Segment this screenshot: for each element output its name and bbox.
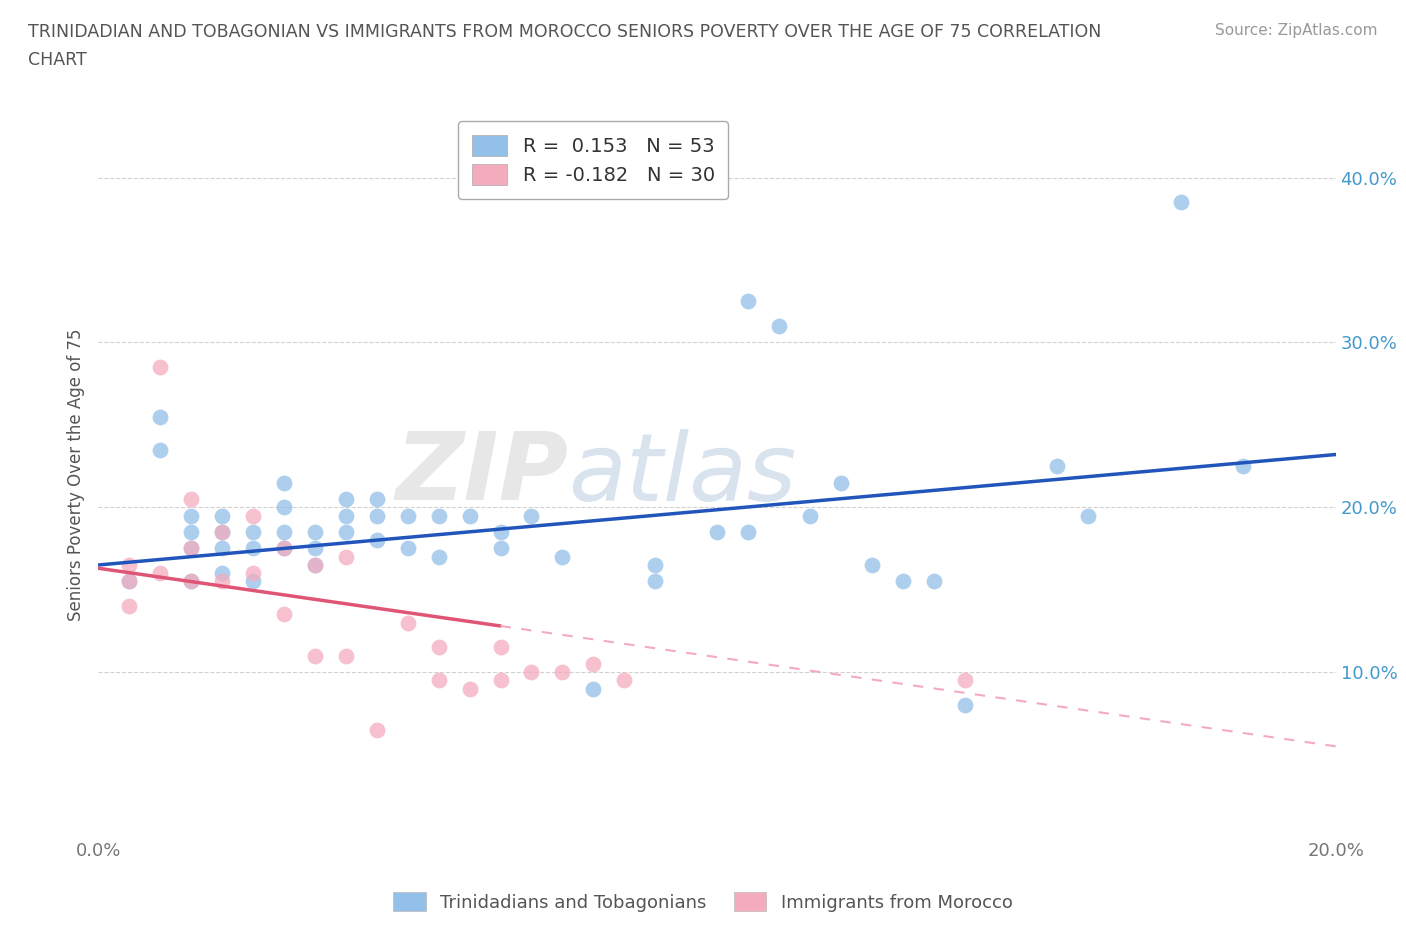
Point [489,525,512,539]
Point [118,574,141,589]
Point [211,541,233,556]
Point [180,541,202,556]
Point [860,557,883,572]
Legend: Trinidadians and Tobagonians, Immigrants from Morocco: Trinidadians and Tobagonians, Immigrants… [394,892,1012,911]
Y-axis label: Seniors Poverty Over the Age of 75: Seniors Poverty Over the Age of 75 [66,328,84,620]
Point [273,541,295,556]
Point [304,541,326,556]
Point [706,525,728,539]
Point [953,673,976,688]
Text: Source: ZipAtlas.com: Source: ZipAtlas.com [1215,23,1378,38]
Point [489,541,512,556]
Point [242,541,264,556]
Point [644,557,666,572]
Point [427,550,450,565]
Point [304,557,326,572]
Point [1046,458,1069,473]
Point [613,673,636,688]
Point [273,499,295,514]
Point [273,607,295,622]
Point [551,665,574,680]
Text: ZIP: ZIP [395,429,568,520]
Point [180,541,202,556]
Point [180,574,202,589]
Point [242,525,264,539]
Point [427,673,450,688]
Point [396,541,419,556]
Point [335,525,357,539]
Point [273,525,295,539]
Point [335,492,357,507]
Point [304,648,326,663]
Point [366,508,388,523]
Point [335,508,357,523]
Point [180,525,202,539]
Point [520,665,543,680]
Point [118,599,141,614]
Point [180,574,202,589]
Point [644,574,666,589]
Point [211,565,233,580]
Point [458,681,481,696]
Point [211,508,233,523]
Point [582,657,605,671]
Point [922,574,945,589]
Point [768,318,790,333]
Text: CHART: CHART [28,51,87,69]
Point [335,550,357,565]
Point [396,508,419,523]
Point [737,525,759,539]
Point [366,533,388,548]
Point [737,294,759,309]
Point [242,565,264,580]
Point [1077,508,1099,523]
Point [211,574,233,589]
Point [489,640,512,655]
Point [551,550,574,565]
Legend: R =  0.153   N = 53, R = -0.182   N = 30: R = 0.153 N = 53, R = -0.182 N = 30 [458,121,728,199]
Point [520,508,543,523]
Point [891,574,914,589]
Text: atlas: atlas [568,429,797,520]
Point [149,442,172,457]
Point [304,525,326,539]
Point [953,698,976,712]
Point [273,541,295,556]
Point [242,508,264,523]
Point [427,640,450,655]
Point [396,616,419,631]
Point [366,492,388,507]
Point [1170,195,1192,210]
Point [149,565,172,580]
Point [149,360,172,375]
Point [582,681,605,696]
Text: TRINIDADIAN AND TOBAGONIAN VS IMMIGRANTS FROM MOROCCO SENIORS POVERTY OVER THE A: TRINIDADIAN AND TOBAGONIAN VS IMMIGRANTS… [28,23,1101,41]
Point [830,475,852,490]
Point [180,492,202,507]
Point [1232,458,1254,473]
Point [211,525,233,539]
Point [273,475,295,490]
Point [180,508,202,523]
Point [118,557,141,572]
Point [427,508,450,523]
Point [799,508,821,523]
Point [366,723,388,737]
Point [149,409,172,424]
Point [458,508,481,523]
Point [118,574,141,589]
Point [211,525,233,539]
Point [489,673,512,688]
Point [242,574,264,589]
Point [304,557,326,572]
Point [335,648,357,663]
